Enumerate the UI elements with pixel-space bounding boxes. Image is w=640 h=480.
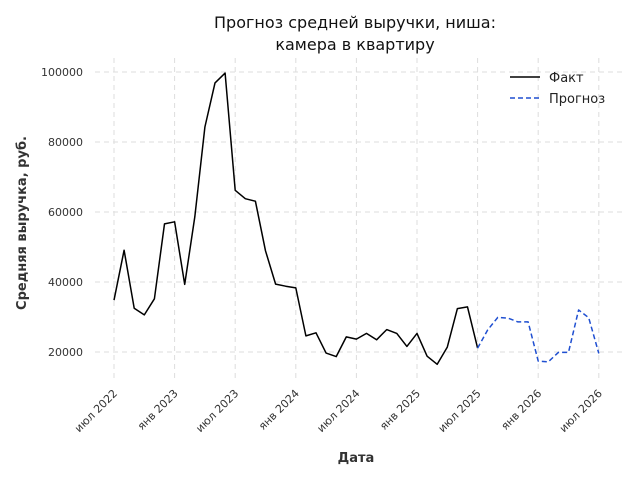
- y-tick-labels: 20000 40000 60000 80000 100000: [41, 66, 83, 359]
- y-tick-label: 40000: [48, 276, 83, 289]
- x-tick-label: июл 2023: [193, 387, 241, 435]
- x-tick-label: июл 2026: [557, 387, 605, 435]
- y-axis-label: Средняя выручка, руб.: [15, 136, 30, 310]
- grid: [95, 58, 622, 380]
- chart-title-line-2: камера в квартиру: [275, 35, 435, 54]
- series-line-forecast: [476, 309, 600, 363]
- legend: Факт Прогноз: [510, 71, 605, 107]
- x-tick-label: июл 2024: [314, 387, 362, 435]
- x-tick-label: янв 2024: [256, 387, 302, 433]
- y-tick-label: 60000: [48, 206, 83, 219]
- y-tick-label: 80000: [48, 136, 83, 149]
- legend-label-forecast: Прогноз: [549, 92, 605, 107]
- series-lines: [113, 72, 600, 366]
- x-tick-label: янв 2025: [377, 387, 423, 433]
- y-tick-label: 100000: [41, 66, 83, 79]
- legend-label-fact: Факт: [549, 71, 584, 86]
- x-tick-labels: июл 2022 янв 2023 июл 2023 янв 2024 июл 2024…: [72, 387, 605, 435]
- x-tick-label: июл 2025: [436, 387, 484, 435]
- x-tick-label: янв 2026: [499, 387, 545, 433]
- x-axis-label: Дата: [338, 451, 375, 466]
- y-tick-label: 20000: [48, 346, 83, 359]
- x-tick-label: июл 2022: [72, 387, 120, 435]
- series-line-fact: [113, 72, 479, 366]
- x-tick-label: янв 2023: [135, 387, 181, 433]
- chart-title-line-1: Прогноз средней выручки, ниша:: [214, 13, 496, 32]
